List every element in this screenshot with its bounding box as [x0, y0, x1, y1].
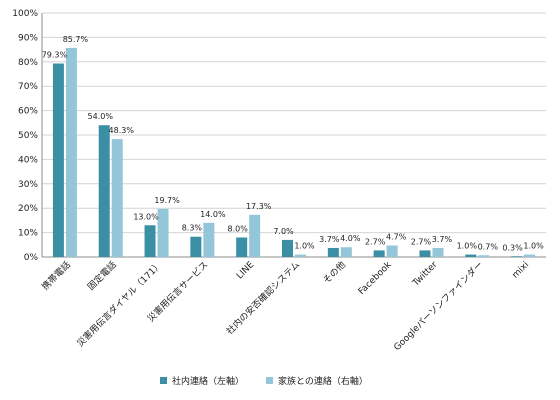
- y-tick-label: 10%: [18, 229, 38, 239]
- data-label: 4.7%: [386, 233, 407, 242]
- legend-item-family: 家族との連絡（右軸）: [266, 374, 368, 387]
- data-label: 2.7%: [365, 237, 386, 246]
- data-label: 0.3%: [502, 243, 523, 252]
- gridlines: [42, 12, 546, 258]
- y-tick-label: 70%: [18, 82, 38, 92]
- data-label: 13.0%: [133, 212, 159, 221]
- bar: [98, 125, 110, 258]
- x-tick-label: 携帯電話: [39, 259, 73, 293]
- data-label: 1.0%: [457, 242, 478, 251]
- bar: [190, 236, 202, 257]
- x-tick-label: Googleパーソンファインダー: [391, 259, 485, 353]
- y-tick-label: 80%: [18, 58, 38, 68]
- x-tick-label: Facebook: [357, 259, 395, 297]
- y-axis: 0% 10% 20% 30% 40% 50% 60% 70% 80% 90% 100%: [12, 9, 43, 263]
- bar: [386, 245, 398, 257]
- y-tick-label: 60%: [18, 107, 38, 117]
- data-label: 1.0%: [294, 242, 315, 251]
- bar: [340, 247, 352, 257]
- bar: [65, 47, 77, 257]
- legend-swatch-family: [266, 377, 274, 384]
- data-label: 8.3%: [182, 224, 203, 233]
- legend: 社内連絡（左軸） 家族との連絡（右軸）: [160, 374, 368, 387]
- x-tick-label: Twitter: [410, 260, 439, 289]
- data-label: 85.7%: [63, 35, 89, 44]
- y-tick-label: 20%: [18, 204, 38, 214]
- y-tick-label: 50%: [18, 131, 38, 141]
- bar: [111, 139, 123, 257]
- bar: [157, 208, 169, 257]
- y-tick-label: 30%: [18, 180, 38, 190]
- data-label: 7.0%: [273, 227, 294, 236]
- bar: [144, 225, 156, 257]
- data-label: 2.7%: [411, 237, 432, 246]
- data-label: 8.0%: [228, 224, 249, 233]
- data-label: 48.3%: [109, 126, 135, 135]
- legend-label-family: 家族との連絡（右軸）: [278, 377, 368, 387]
- bar: [295, 254, 306, 257]
- bar: [432, 247, 444, 257]
- bars: [52, 47, 536, 258]
- x-tick-label: 災害用伝言ダイヤル（171）: [74, 259, 164, 349]
- bar: [327, 247, 339, 257]
- data-label: 0.7%: [478, 242, 499, 251]
- bar: [478, 255, 490, 257]
- bar: [249, 214, 261, 257]
- bar: [236, 237, 248, 257]
- bar: [511, 256, 523, 258]
- y-tick-label: 0%: [24, 253, 39, 263]
- x-tick-label: 社内の安否確認システム: [224, 259, 302, 337]
- x-tick-label: その他: [320, 259, 348, 287]
- y-tick-label: 40%: [18, 155, 38, 165]
- y-tick-label: 100%: [12, 9, 38, 19]
- y-tick-label: 90%: [18, 33, 38, 43]
- x-tick-label: LINE: [235, 260, 256, 281]
- data-label: 3.7%: [319, 235, 340, 244]
- bar: [524, 254, 536, 257]
- bar: [465, 254, 477, 257]
- bar: [373, 250, 385, 257]
- data-label: 14.0%: [200, 210, 226, 219]
- data-label: 79.3%: [42, 51, 68, 60]
- legend-item-internal: 社内連絡（左軸）: [160, 374, 244, 387]
- data-labels: 79.3% 85.7% 54.0% 48.3% 13.0% 19.7% 8.3% 14.0%8…: [42, 35, 544, 252]
- x-tick-label: mixi: [511, 260, 532, 281]
- data-label: 54.0%: [88, 112, 114, 121]
- x-tick-label: 固定電話: [85, 259, 119, 293]
- data-label: 1.0%: [523, 242, 544, 251]
- bar: [282, 239, 293, 257]
- bar: [203, 222, 215, 257]
- bar: [419, 250, 431, 257]
- bar: [52, 63, 64, 258]
- data-label: 4.0%: [340, 234, 361, 243]
- data-label: 3.7%: [432, 235, 453, 244]
- legend-swatch-internal: [160, 377, 167, 384]
- legend-label-internal: 社内連絡（左軸）: [172, 377, 245, 387]
- data-label: 19.7%: [154, 196, 180, 205]
- data-label: 17.3%: [246, 202, 272, 211]
